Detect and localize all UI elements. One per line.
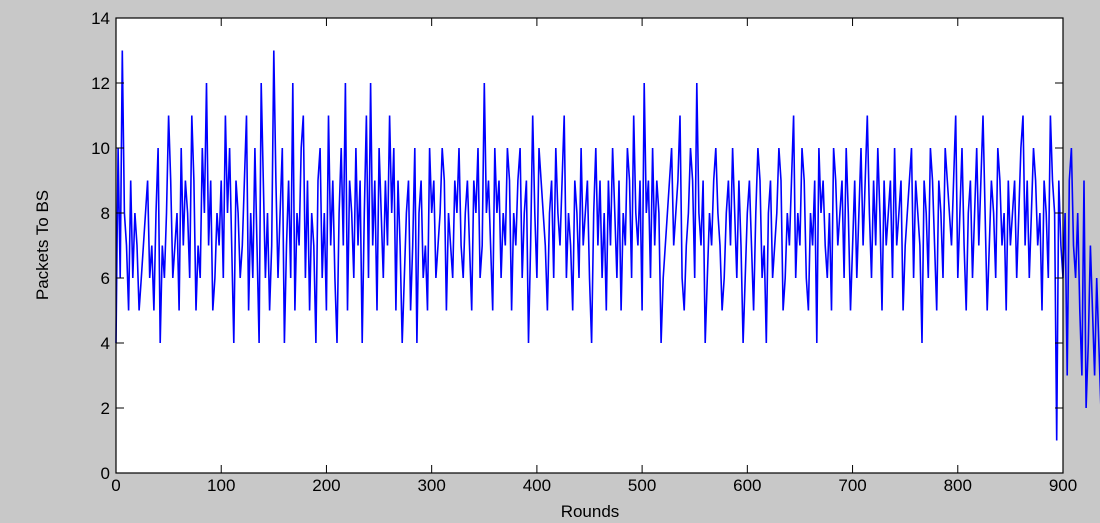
x-tick-label: 900 [1049, 476, 1077, 495]
x-tick-label: 200 [312, 476, 340, 495]
x-tick-label: 400 [523, 476, 551, 495]
y-tick-label: 2 [101, 399, 110, 418]
x-tick-label: 600 [733, 476, 761, 495]
y-tick-label: 8 [101, 204, 110, 223]
y-tick-label: 0 [101, 464, 110, 483]
x-tick-label: 300 [417, 476, 445, 495]
x-ticks: 0 100 200 300 400 500 600 700 800 900 [111, 18, 1077, 495]
y-tick-label: 14 [91, 9, 110, 28]
x-tick-label: 0 [111, 476, 120, 495]
x-tick-label: 500 [628, 476, 656, 495]
y-tick-label: 4 [101, 334, 110, 353]
x-tick-label: 100 [207, 476, 235, 495]
series-line-0 [115, 50, 1100, 441]
y-ticks: 0 2 4 6 8 10 12 14 [91, 9, 1063, 483]
x-tick-label: 700 [838, 476, 866, 495]
x-tick-label: 800 [944, 476, 972, 495]
axes-box [115, 17, 1064, 474]
x-axis-label: Rounds [561, 502, 620, 521]
y-tick-label: 10 [91, 139, 110, 158]
data-series [115, 50, 1100, 441]
y-axis-label: Packets To BS [33, 190, 52, 300]
y-tick-label: 12 [91, 74, 110, 93]
y-tick-label: 6 [101, 269, 110, 288]
